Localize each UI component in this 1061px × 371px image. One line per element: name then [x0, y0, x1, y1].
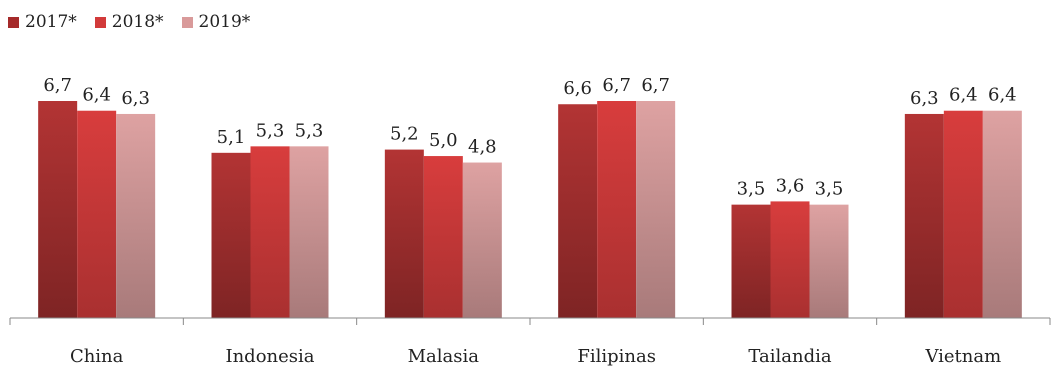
bar-indonesia-2019	[289, 146, 329, 318]
legend-label-2017: 2017*	[25, 12, 77, 32]
bar-vietnam-2017	[904, 113, 944, 318]
legend: 2017* 2018* 2019*	[8, 12, 250, 32]
data-label-malasia-2019: 4,8	[468, 137, 497, 158]
bar-china-2018	[77, 110, 117, 318]
data-label-malasia-2018: 5,0	[429, 130, 458, 151]
legend-item-2017: 2017*	[8, 12, 77, 32]
data-label-china-2019: 6,3	[121, 88, 150, 109]
bar-china-2019	[116, 113, 156, 318]
bar-tailandia-2018	[770, 201, 810, 318]
data-label-filipinas-2019: 6,7	[641, 75, 670, 96]
data-label-vietnam-2018: 6,4	[949, 85, 978, 106]
data-label-vietnam-2017: 6,3	[910, 88, 939, 109]
bar-china-2017	[38, 101, 78, 318]
legend-label-2019: 2019*	[198, 12, 251, 32]
x-tick-label-tailandia: Tailandia	[748, 346, 831, 367]
legend-label-2018: 2018*	[111, 12, 164, 32]
x-tick-label-indonesia: Indonesia	[225, 346, 314, 367]
legend-swatch-2017	[8, 16, 19, 28]
bar-filipinas-2017	[558, 104, 598, 319]
data-label-indonesia-2019: 5,3	[295, 120, 324, 141]
bar-filipinas-2018	[597, 101, 637, 318]
bars-group	[38, 101, 1022, 319]
bar-tailandia-2017	[731, 204, 771, 318]
legend-item-2018: 2018*	[94, 12, 164, 32]
x-tick-label-china: China	[70, 346, 124, 367]
legend-swatch-2018	[94, 16, 106, 28]
bar-filipinas-2019	[636, 101, 676, 318]
bar-vietnam-2019	[982, 110, 1022, 318]
data-label-china-2018: 6,4	[82, 85, 111, 106]
bar-malasia-2019	[462, 162, 502, 318]
x-axis	[9, 317, 1051, 325]
bar-tailandia-2019	[809, 204, 849, 318]
data-label-china-2017: 6,7	[43, 75, 72, 96]
x-tick-label-malasia: Malasia	[408, 346, 480, 367]
data-label-filipinas-2018: 6,7	[602, 75, 631, 96]
x-tick-labels: China Indonesia Malasia Filipinas Tailandia V…	[70, 346, 1001, 367]
data-label-tailandia-2017: 3,5	[737, 179, 766, 200]
bar-malasia-2017	[384, 149, 424, 318]
data-label-tailandia-2019: 3,5	[815, 179, 844, 200]
data-label-vietnam-2019: 6,4	[988, 85, 1017, 106]
legend-item-2019: 2019*	[181, 12, 251, 32]
data-label-malasia-2017: 5,2	[390, 124, 419, 145]
value-labels-group: 6,7 6,4 6,3 5,1 5,3 5,3 5,2 5,0 4,8 6,6 6,7 6,7 3,5 3…	[43, 75, 1016, 200]
data-label-indonesia-2017: 5,1	[217, 127, 246, 148]
x-tick-label-filipinas: Filipinas	[577, 346, 656, 367]
bar-malasia-2018	[423, 156, 463, 318]
legend-swatch-2019	[181, 16, 193, 28]
data-label-tailandia-2018: 3,6	[776, 175, 805, 196]
bar-vietnam-2018	[943, 110, 983, 318]
bar-indonesia-2017	[211, 152, 251, 318]
data-label-indonesia-2018: 5,3	[256, 120, 285, 141]
bar-indonesia-2018	[250, 146, 290, 318]
x-tick-label-vietnam: Vietnam	[924, 346, 1001, 367]
data-label-filipinas-2017: 6,6	[563, 78, 592, 99]
